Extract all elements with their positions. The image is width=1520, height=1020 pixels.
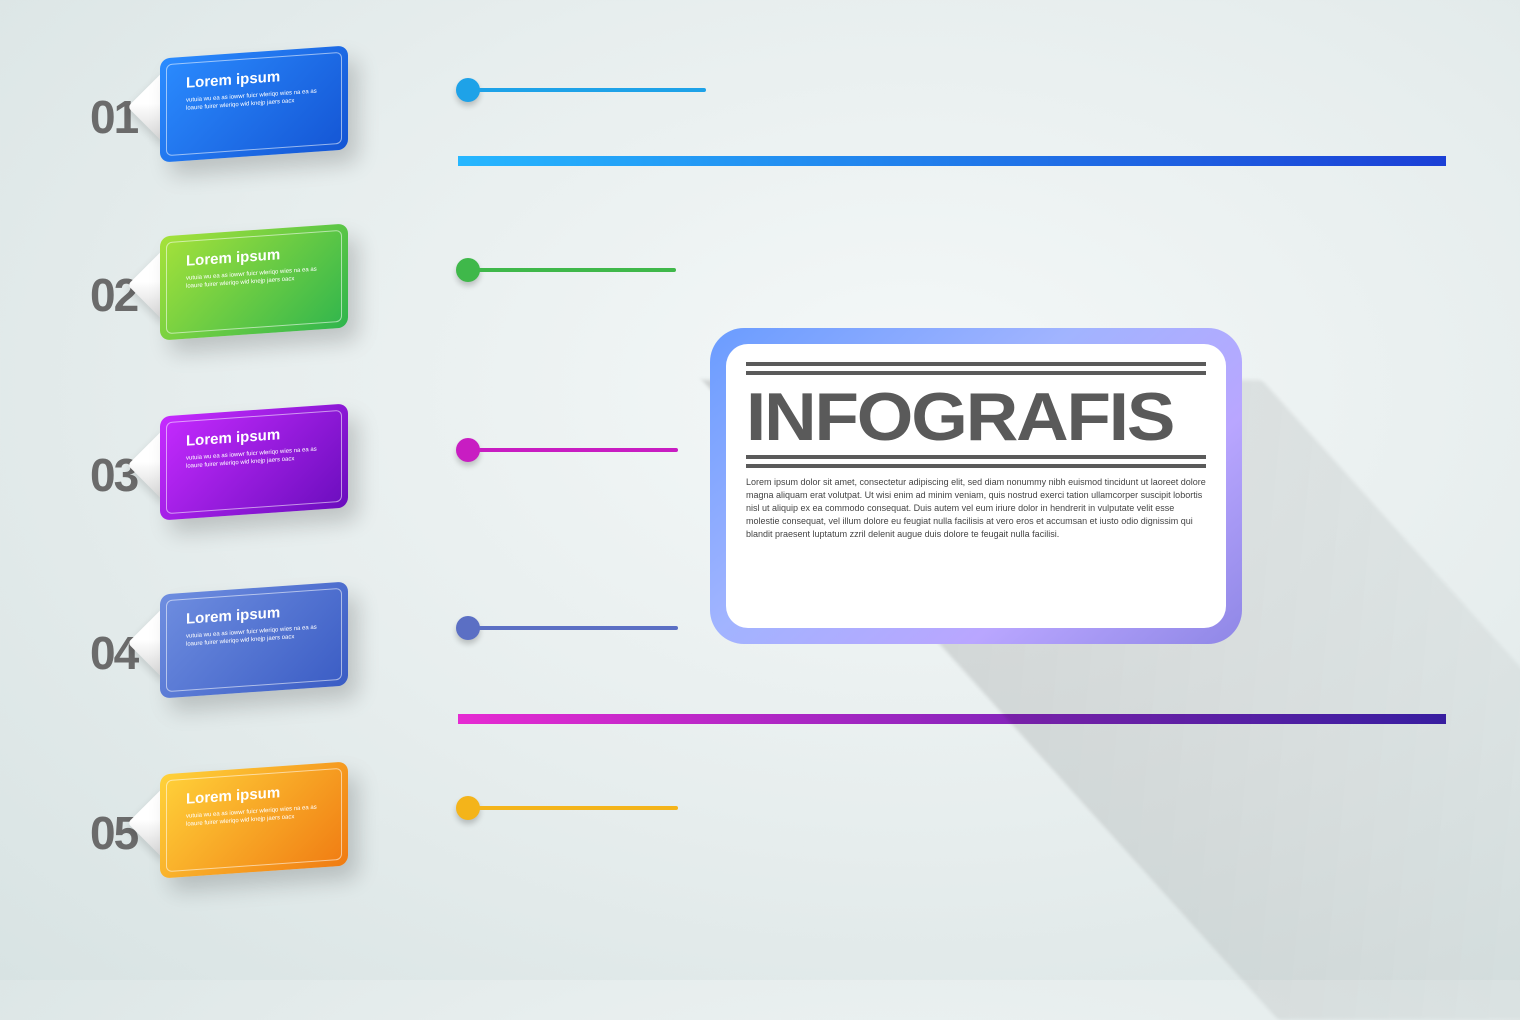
pin-marker <box>456 78 708 102</box>
ribbon-wrap: Lorem ipsumvutuia wu ea as iowwr fuicr w… <box>160 588 350 698</box>
ribbon-title: Lorem ipsum <box>186 426 280 450</box>
infographic-card: 04 Lorem ipsumvutuia wu ea as iowwr fuicr… <box>90 588 350 718</box>
ribbon: Lorem ipsumvutuia wu ea as iowwr fuicr w… <box>160 223 348 340</box>
pin-dot-icon <box>456 796 480 820</box>
pin-line <box>478 88 706 92</box>
card-number: 01 <box>90 90 137 144</box>
card-number: 03 <box>90 448 137 502</box>
panel-rule-group-bottom <box>746 455 1206 468</box>
panel-rule-group-top <box>746 362 1206 375</box>
pin-dot-icon <box>456 616 480 640</box>
gradient-bar <box>458 156 1446 166</box>
panel-rule <box>746 464 1206 468</box>
ribbon: Lorem ipsumvutuia wu ea as iowwr fuicr w… <box>160 45 348 162</box>
pin-line <box>478 448 678 452</box>
ribbon-wrap: Lorem ipsumvutuia wu ea as iowwr fuicr w… <box>160 410 350 520</box>
ribbon-wrap: Lorem ipsumvutuia wu ea as iowwr fuicr w… <box>160 768 350 878</box>
main-panel-inner: INFOGRAFIS Lorem ipsum dolor sit amet, c… <box>726 344 1226 628</box>
panel-rule <box>746 455 1206 459</box>
infographic-card: 01 Lorem ipsumvutuia wu ea as iowwr fuicr… <box>90 52 350 182</box>
panel-rule <box>746 371 1206 375</box>
pin-marker <box>456 258 678 282</box>
pin-marker <box>456 616 680 640</box>
pin-line <box>478 626 678 630</box>
pin-marker <box>456 796 680 820</box>
pin-marker <box>456 438 680 462</box>
ribbon-body: vutuia wu ea as iowwr fuicr wleriqo wies… <box>186 622 334 649</box>
main-panel: INFOGRAFIS Lorem ipsum dolor sit amet, c… <box>710 328 1242 644</box>
infographic-card: 02 Lorem ipsumvutuia wu ea as iowwr fuicr… <box>90 230 350 360</box>
ribbon-wrap: Lorem ipsumvutuia wu ea as iowwr fuicr w… <box>160 52 350 162</box>
card-number: 02 <box>90 268 137 322</box>
ribbon-body: vutuia wu ea as iowwr fuicr wleriqo wies… <box>186 802 334 829</box>
ribbon: Lorem ipsumvutuia wu ea as iowwr fuicr w… <box>160 581 348 698</box>
ribbon-wrap: Lorem ipsumvutuia wu ea as iowwr fuicr w… <box>160 230 350 340</box>
pin-line <box>478 268 676 272</box>
pin-line <box>478 806 678 810</box>
infographic-card: 03 Lorem ipsumvutuia wu ea as iowwr fuicr… <box>90 410 350 540</box>
panel-title: INFOGRAFIS <box>746 383 1238 451</box>
ribbon: Lorem ipsumvutuia wu ea as iowwr fuicr w… <box>160 403 348 520</box>
ribbon-title: Lorem ipsum <box>186 246 280 270</box>
ribbon-body: vutuia wu ea as iowwr fuicr wleriqo wies… <box>186 444 334 471</box>
pin-dot-icon <box>456 258 480 282</box>
infographic-card: 05 Lorem ipsumvutuia wu ea as iowwr fuicr… <box>90 768 350 898</box>
ribbon-title: Lorem ipsum <box>186 68 280 92</box>
card-number: 05 <box>90 806 137 860</box>
ribbon-title: Lorem ipsum <box>186 784 280 808</box>
ribbon: Lorem ipsumvutuia wu ea as iowwr fuicr w… <box>160 761 348 878</box>
ribbon-body: vutuia wu ea as iowwr fuicr wleriqo wies… <box>186 264 334 291</box>
panel-body: Lorem ipsum dolor sit amet, consectetur … <box>746 476 1206 541</box>
ribbon-title: Lorem ipsum <box>186 604 280 628</box>
pin-dot-icon <box>456 78 480 102</box>
ribbon-body: vutuia wu ea as iowwr fuicr wleriqo wies… <box>186 86 334 113</box>
card-number: 04 <box>90 626 137 680</box>
panel-rule <box>746 362 1206 366</box>
pin-dot-icon <box>456 438 480 462</box>
